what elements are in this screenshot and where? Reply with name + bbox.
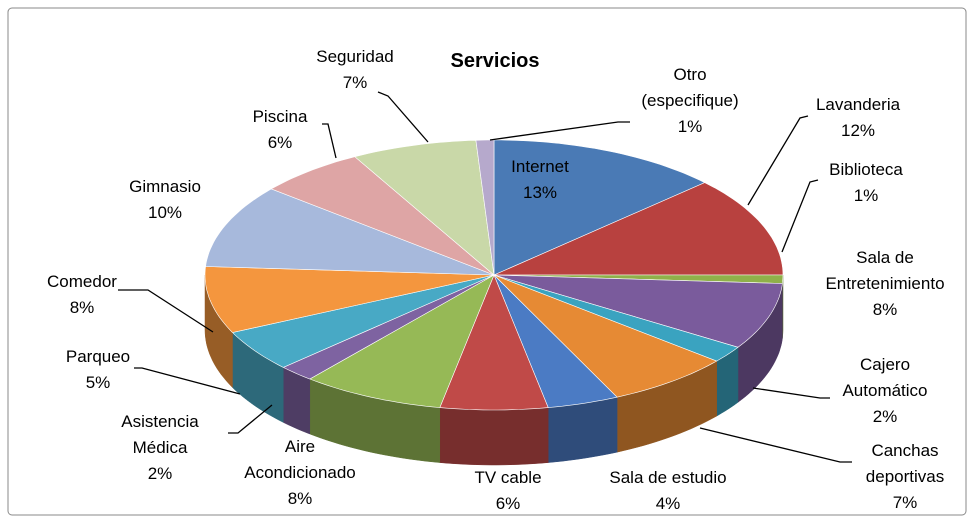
slice-top <box>282 274 495 380</box>
value-label: 13% <box>523 183 557 202</box>
label-line: deportivas <box>866 467 944 486</box>
slice-top <box>493 182 784 276</box>
category-label: Comedor <box>47 272 117 291</box>
value-label: 8% <box>288 489 313 508</box>
value-label: 6% <box>496 494 521 513</box>
pie-slice <box>204 266 495 389</box>
slice-top <box>493 139 706 276</box>
slice-top <box>205 188 495 276</box>
category-label: Aire Acondicionado <box>244 437 356 482</box>
slice-top <box>204 266 495 333</box>
label-line: Cajero <box>860 355 910 374</box>
category-label: Piscina <box>253 107 308 126</box>
category-label: Sala de Entretenimiento <box>825 248 944 293</box>
value-label: 1% <box>854 186 879 205</box>
category-label: Asistencia Médica <box>121 412 199 457</box>
slice-top <box>270 156 495 276</box>
label-line: Comedor <box>47 272 117 291</box>
leader-line <box>118 289 214 333</box>
category-label: Parqueo <box>66 347 130 366</box>
category-label: Seguridad <box>316 47 394 66</box>
value-label: 1% <box>678 117 703 136</box>
category-label: TV cable <box>474 468 541 487</box>
value-label: 2% <box>873 407 898 426</box>
pie-slice <box>493 274 618 463</box>
label-line: Automático <box>842 381 927 400</box>
value-label: 10% <box>148 203 182 222</box>
value-label: 7% <box>893 493 918 512</box>
slice-top <box>493 274 718 398</box>
pie-slice <box>493 274 783 403</box>
pie-slice <box>309 274 495 463</box>
label-line: Otro <box>673 65 706 84</box>
leader-line <box>699 427 852 463</box>
category-label: Lavanderia <box>816 95 901 114</box>
label-line: TV cable <box>474 468 541 487</box>
leader-line <box>781 179 819 253</box>
label-line: Asistencia <box>121 412 199 431</box>
value-label: 2% <box>148 464 173 483</box>
value-label: 5% <box>86 373 111 392</box>
pie-slice <box>354 139 495 276</box>
slice-top <box>493 274 618 408</box>
leader-line <box>489 121 630 141</box>
pie-slice <box>493 139 706 276</box>
slice-top <box>493 274 783 348</box>
pie-slice <box>475 139 495 276</box>
value-label: 7% <box>343 73 368 92</box>
pie-slice <box>493 182 784 276</box>
category-label: Canchas deportivas <box>866 441 944 486</box>
leader-line <box>322 123 337 159</box>
category-label: Otro (especifique) <box>641 65 738 110</box>
category-label: Internet <box>511 157 569 176</box>
label-line: Canchas <box>871 441 938 460</box>
value-label: 4% <box>656 494 681 513</box>
pie-slice <box>270 156 495 276</box>
slice-top <box>493 274 739 362</box>
slice-side <box>439 407 549 466</box>
chart-title: Servicios <box>451 50 540 72</box>
leader-line <box>134 367 241 395</box>
label-line: Médica <box>133 438 188 457</box>
slice-top <box>475 139 495 276</box>
label-line: Sala de estudio <box>609 468 726 487</box>
pie-slice <box>493 274 739 417</box>
label-line: Internet <box>511 157 569 176</box>
label-line: Gimnasio <box>129 177 201 196</box>
leader-line <box>228 404 273 434</box>
label-line: Piscina <box>253 107 308 126</box>
leader-line <box>752 387 830 399</box>
pie-slice <box>231 274 495 423</box>
label-line: Parqueo <box>66 347 130 366</box>
label-line: Aire <box>285 437 315 456</box>
slice-top <box>231 274 495 368</box>
label-line: Biblioteca <box>829 160 903 179</box>
pie-slice <box>282 274 495 435</box>
label-line: Lavanderia <box>816 95 901 114</box>
slice-top <box>439 274 549 411</box>
leader-line <box>747 115 809 206</box>
label-line: Entretenimiento <box>825 274 944 293</box>
slice-top <box>309 274 495 408</box>
slice-top <box>354 139 495 276</box>
label-line: Acondicionado <box>244 463 356 482</box>
label-line: (especifique) <box>641 91 738 110</box>
label-line: Seguridad <box>316 47 394 66</box>
label-line: Sala de <box>856 248 914 267</box>
value-label: 8% <box>873 300 898 319</box>
value-label: 8% <box>70 298 95 317</box>
category-label: Sala de estudio <box>609 468 726 487</box>
value-label: 6% <box>268 133 293 152</box>
value-label: 12% <box>841 121 875 140</box>
slice-side <box>547 396 618 463</box>
pie-slice <box>439 274 549 466</box>
category-label: Cajero Automático <box>842 355 927 400</box>
category-label: Gimnasio <box>129 177 201 196</box>
category-label: Biblioteca <box>829 160 903 179</box>
pie-slice <box>205 188 495 276</box>
leader-line <box>377 91 429 143</box>
